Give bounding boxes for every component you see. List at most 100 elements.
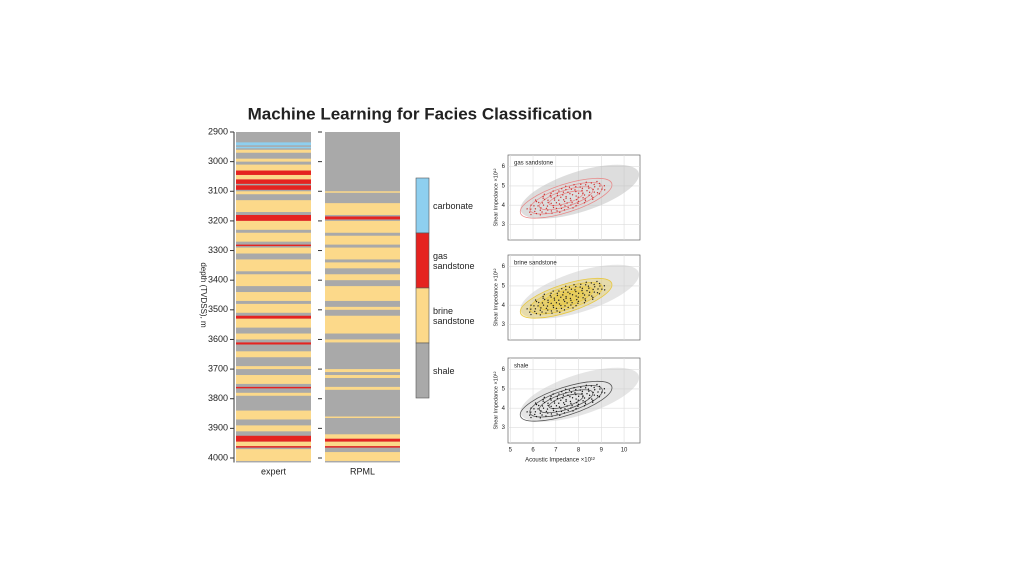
point bbox=[542, 195, 544, 198]
point bbox=[582, 197, 584, 199]
facies-band bbox=[325, 369, 400, 373]
contour bbox=[519, 380, 613, 422]
point bbox=[550, 399, 552, 401]
point bbox=[579, 389, 581, 391]
facies-band bbox=[325, 235, 400, 245]
point bbox=[533, 408, 535, 410]
point bbox=[563, 309, 566, 311]
facies-band bbox=[236, 318, 311, 328]
point bbox=[574, 392, 576, 394]
point bbox=[540, 410, 542, 412]
point bbox=[558, 199, 560, 201]
facies-band bbox=[236, 158, 311, 162]
point bbox=[583, 397, 586, 399]
point bbox=[588, 191, 591, 193]
facies-band bbox=[236, 392, 311, 396]
y-tick-label: 5 bbox=[502, 183, 506, 189]
point bbox=[587, 388, 590, 390]
point bbox=[596, 291, 599, 294]
point bbox=[547, 201, 549, 204]
point bbox=[569, 192, 571, 195]
point bbox=[556, 294, 559, 297]
point bbox=[558, 299, 560, 301]
y-axis-label: Shear Impedance ×10¹² bbox=[493, 168, 499, 226]
point bbox=[550, 296, 552, 298]
point bbox=[572, 207, 574, 209]
point bbox=[560, 196, 562, 198]
point bbox=[559, 414, 561, 417]
point bbox=[567, 191, 569, 193]
facies-band bbox=[325, 452, 400, 461]
facies-band bbox=[236, 220, 311, 230]
point bbox=[581, 187, 584, 190]
point bbox=[596, 280, 598, 283]
point bbox=[571, 404, 573, 407]
y-tick-label: 2900 bbox=[208, 126, 228, 136]
slide-title: Machine Learning for Facies Classificati… bbox=[248, 104, 593, 123]
point bbox=[582, 292, 584, 295]
facies-band bbox=[236, 247, 311, 254]
y-tick-label: 4 bbox=[502, 203, 506, 209]
point bbox=[576, 298, 578, 301]
y-tick-label: 3 bbox=[502, 322, 506, 328]
point bbox=[541, 311, 543, 313]
legend-swatch bbox=[415, 177, 430, 234]
facies-band bbox=[325, 386, 400, 390]
contour bbox=[519, 177, 613, 219]
legend-swatch bbox=[415, 232, 430, 289]
facies-band bbox=[236, 292, 311, 301]
point bbox=[601, 188, 603, 190]
x-tick-label: 8 bbox=[577, 448, 581, 454]
facies-band bbox=[236, 386, 311, 389]
point bbox=[555, 202, 558, 204]
facies-band bbox=[325, 216, 400, 220]
point bbox=[545, 410, 548, 413]
point bbox=[542, 297, 544, 299]
point bbox=[562, 199, 565, 201]
point bbox=[556, 210, 558, 212]
legend-label: shale bbox=[433, 365, 455, 376]
point bbox=[539, 209, 542, 211]
point bbox=[583, 202, 586, 204]
point bbox=[542, 197, 544, 199]
point bbox=[596, 394, 599, 397]
point bbox=[558, 406, 561, 408]
point bbox=[603, 285, 606, 287]
facies-band bbox=[236, 142, 311, 146]
point bbox=[571, 294, 574, 296]
point bbox=[570, 199, 572, 202]
point bbox=[593, 191, 595, 193]
point bbox=[541, 211, 543, 213]
point bbox=[564, 185, 567, 187]
legend-swatch bbox=[415, 287, 430, 344]
point bbox=[574, 189, 576, 191]
y-tick-label: 3900 bbox=[208, 423, 228, 433]
point bbox=[577, 196, 579, 198]
point bbox=[547, 412, 549, 414]
point bbox=[596, 191, 599, 194]
point bbox=[577, 300, 580, 302]
point bbox=[535, 415, 538, 418]
point bbox=[555, 207, 558, 210]
point bbox=[555, 302, 558, 304]
point bbox=[593, 394, 595, 396]
panel-label: brine sandstone bbox=[514, 261, 557, 267]
point bbox=[550, 395, 552, 398]
point bbox=[540, 207, 542, 209]
point bbox=[575, 388, 577, 391]
point bbox=[556, 395, 558, 398]
point bbox=[592, 196, 594, 199]
point bbox=[592, 298, 594, 300]
point bbox=[555, 410, 558, 413]
point bbox=[562, 402, 565, 404]
point bbox=[547, 404, 549, 407]
point bbox=[530, 204, 532, 206]
point bbox=[575, 195, 577, 197]
point bbox=[550, 302, 552, 305]
point bbox=[592, 401, 594, 403]
y-tick-label: 4 bbox=[502, 406, 506, 412]
point bbox=[580, 283, 582, 286]
facies-band bbox=[325, 315, 400, 334]
point bbox=[565, 295, 567, 298]
point bbox=[582, 192, 584, 195]
